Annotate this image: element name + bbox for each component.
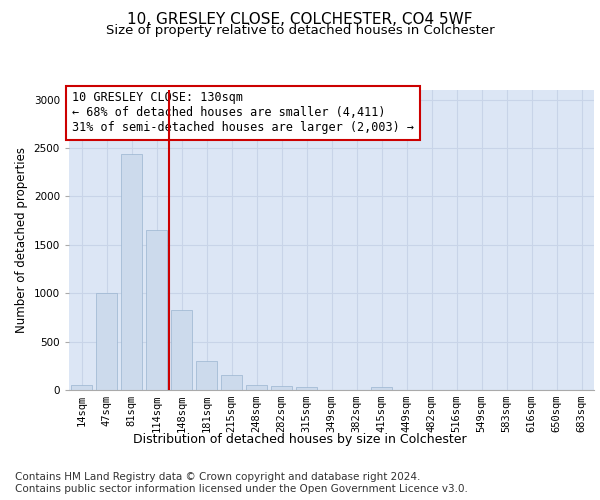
Bar [196,361,217,390]
Text: Size of property relative to detached houses in Colchester: Size of property relative to detached ho… [106,24,494,37]
Bar [221,376,242,390]
Bar [371,386,392,390]
Text: 10 GRESLEY CLOSE: 130sqm
← 68% of detached houses are smaller (4,411)
31% of sem: 10 GRESLEY CLOSE: 130sqm ← 68% of detach… [71,92,413,134]
Bar [71,384,92,390]
Bar [121,154,142,390]
Bar [296,387,317,390]
Y-axis label: Number of detached properties: Number of detached properties [15,147,28,333]
Bar [246,384,267,390]
Text: Contains public sector information licensed under the Open Government Licence v3: Contains public sector information licen… [15,484,468,494]
Bar [171,310,192,390]
Text: 10, GRESLEY CLOSE, COLCHESTER, CO4 5WF: 10, GRESLEY CLOSE, COLCHESTER, CO4 5WF [127,12,473,28]
Text: Distribution of detached houses by size in Colchester: Distribution of detached houses by size … [133,432,467,446]
Bar [146,230,167,390]
Text: Contains HM Land Registry data © Crown copyright and database right 2024.: Contains HM Land Registry data © Crown c… [15,472,421,482]
Bar [96,293,117,390]
Bar [271,386,292,390]
